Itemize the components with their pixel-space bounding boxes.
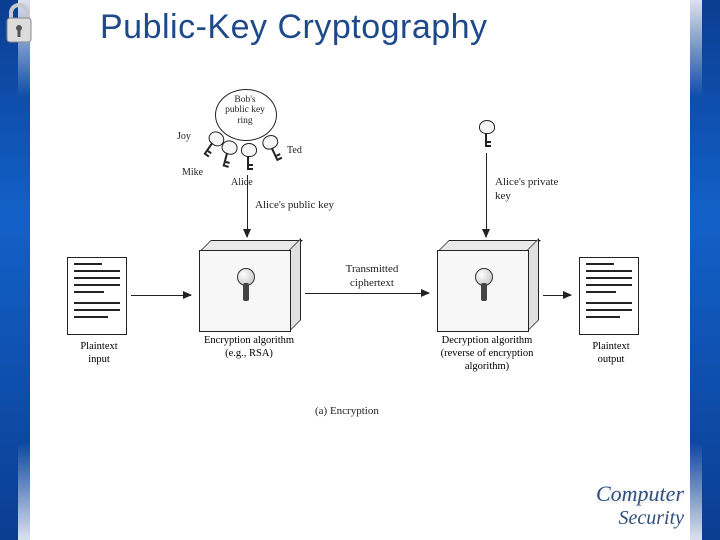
key-ted-icon [260, 133, 284, 163]
diagram-caption: (a) Encryption [315, 405, 379, 417]
pubkey-label: Alice's public key [255, 198, 365, 212]
transmitted-label: Transmitted ciphertext [327, 262, 417, 291]
arrow-enc-dec [305, 293, 429, 294]
plaintext-output-doc: Plaintext output [579, 257, 639, 335]
slide-title: Public-Key Cryptography [100, 8, 488, 47]
ring-name-joy: Joy [177, 131, 191, 142]
lock-icon [2, 2, 36, 46]
encryption-box: Encryption algorithm (e.g., RSA) [199, 240, 299, 330]
key-alice-icon [241, 143, 255, 170]
logo-line1: Computer [514, 481, 684, 507]
footer-logo: Computer Security [514, 481, 684, 530]
arrow-privkey-down [486, 153, 487, 237]
ring-label: Bob's public key ring [217, 95, 273, 126]
plaintext-in-label: Plaintext input [60, 340, 138, 366]
logo-line2: Security [514, 507, 684, 530]
plaintext-out-label: Plaintext output [572, 340, 650, 366]
arrow-pubkey-down [247, 175, 248, 237]
dec-box-label: Decryption algorithm (reverse of encrypt… [432, 334, 542, 373]
key-private-icon [479, 120, 493, 147]
slide-right-accent [690, 0, 720, 540]
arrow-dec-out [543, 295, 571, 296]
arrow-in-enc [131, 295, 191, 296]
privkey-label: Alice's private key [495, 175, 585, 204]
diagram-area: Bob's public key ring Joy Mike Alice Ted… [55, 75, 645, 445]
decryption-box: Decryption algorithm (reverse of encrypt… [437, 240, 537, 330]
plaintext-input-doc: Plaintext input [67, 257, 127, 335]
ring-name-mike: Mike [182, 167, 203, 178]
ring-name-alice: Alice [231, 177, 253, 188]
enc-box-label: Encryption algorithm (e.g., RSA) [194, 334, 304, 360]
slide-left-accent [0, 0, 30, 540]
ring-name-ted: Ted [287, 145, 302, 156]
